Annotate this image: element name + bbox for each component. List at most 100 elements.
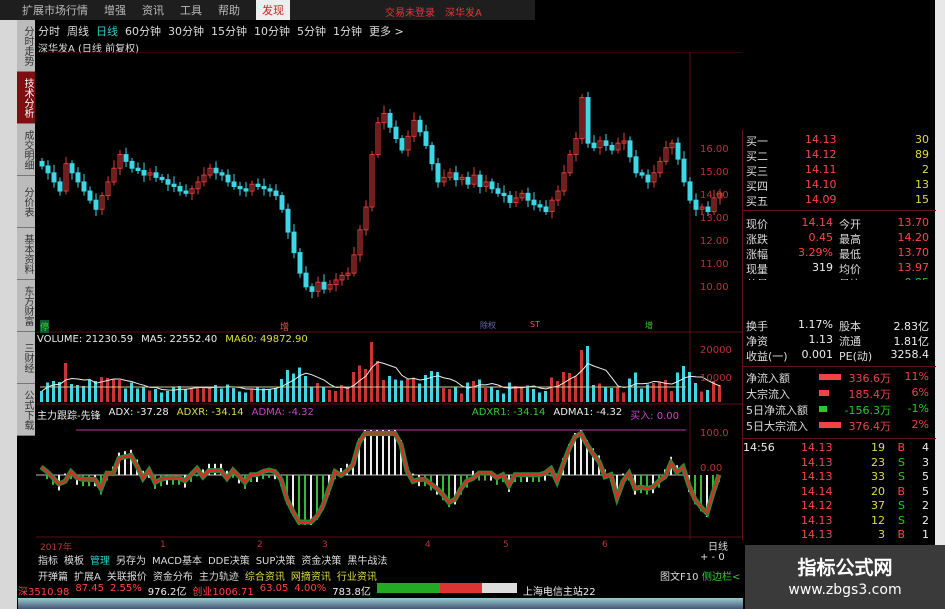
candle-body (381, 113, 387, 124)
bid-row: 买二 14.12 89 (743, 148, 933, 163)
volume-bar (442, 388, 445, 402)
period-60m[interactable]: 60分钟 (125, 25, 161, 38)
toolbar-item[interactable]: 主力轨迹 (198, 572, 239, 583)
bid-label: 买二 (746, 150, 768, 163)
bid-label: 买五 (746, 195, 768, 208)
candle-body (357, 229, 363, 256)
tab-price-table[interactable]: 分价表 (17, 176, 35, 228)
sidebar-toggle[interactable]: 侧边栏< (702, 572, 741, 583)
toolbar-item[interactable]: 资金分布 (152, 572, 193, 583)
flow-bar (819, 374, 841, 380)
candle-body (123, 154, 129, 162)
indicator-bar (580, 430, 582, 475)
indicator-bar (376, 430, 378, 475)
toolbar-item[interactable]: 管理 (90, 556, 110, 567)
menu-extended-market[interactable]: 扩展市场行情 (22, 4, 88, 17)
cy-index[interactable]: 创业1006.71 (192, 587, 254, 598)
menu-discover[interactable]: 发现 (256, 0, 290, 20)
tab-eastmoney[interactable]: 东方财富 (17, 280, 35, 332)
toolbar-item[interactable]: 关联报价 (106, 572, 147, 583)
period-more[interactable]: 更多 > (369, 25, 404, 38)
indicator-bar (400, 440, 402, 475)
menu-news[interactable]: 资讯 (142, 4, 164, 17)
tab-trades[interactable]: 成交明细 (17, 124, 35, 176)
toolbar-item[interactable]: SUP决策 (255, 556, 296, 567)
fund-label: 换手 (746, 320, 768, 333)
flow-row: 大宗流入 185.4万 6% (743, 386, 933, 401)
zoom-controls[interactable]: + - 0 (700, 552, 725, 563)
volume-bar (382, 380, 385, 402)
menu-help[interactable]: 帮助 (218, 4, 240, 17)
volume-bar (334, 391, 337, 402)
volume-bar (400, 380, 403, 402)
period-30m[interactable]: 30分钟 (168, 25, 204, 38)
volume-bar (466, 382, 469, 402)
flow-label: 5日大宗流入 (746, 420, 808, 433)
toolbar-item[interactable]: DDE决策 (207, 556, 250, 567)
tab-fundamentals[interactable]: 基本资料 (17, 228, 35, 280)
candle-body (393, 126, 399, 140)
toolbar-item[interactable]: 开弹篇 (38, 572, 68, 583)
period-15m[interactable]: 15分钟 (211, 25, 247, 38)
volume-bar (322, 386, 325, 402)
f10-button[interactable]: 图文F10 (660, 572, 699, 583)
chart-canvas[interactable] (36, 52, 742, 540)
tab-formula-download[interactable]: 公式下载 (17, 384, 35, 436)
toolbar-item[interactable]: 网摘资讯 (290, 572, 331, 583)
menu-tools[interactable]: 工具 (180, 4, 202, 17)
trade-side: B (897, 441, 905, 454)
bid-price: 14.09 (805, 193, 837, 206)
toolbar-item[interactable]: 另存为 (116, 556, 146, 567)
indicator-bar (490, 475, 492, 481)
period-5m[interactable]: 5分钟 (297, 25, 326, 38)
indicator-bar (310, 475, 312, 525)
period-week[interactable]: 周线 (67, 25, 89, 38)
flow-amount: -156.3万 (844, 404, 891, 417)
candle-body (561, 172, 567, 192)
tab-intraday[interactable]: 分时走势 (17, 20, 35, 72)
toolbar-item[interactable]: 扩展A (74, 572, 101, 583)
candle-body (51, 172, 57, 183)
candle-body (657, 160, 663, 174)
candle-body (237, 185, 243, 190)
toolbar-item[interactable]: 黑牛战法 (347, 556, 388, 567)
candlesticks (39, 91, 723, 299)
flow-amount: 336.6万 (848, 372, 892, 385)
candle-body (201, 174, 207, 183)
trade-row: 14.14 20 B 5 (743, 485, 933, 500)
volume-bar (652, 383, 655, 402)
toolbar-item[interactable]: 综合资讯 (244, 572, 285, 583)
toolbar-item[interactable]: 行业资讯 (336, 572, 377, 583)
volume-bar (52, 381, 55, 402)
indicator-name[interactable]: 主力跟踪-先锋 (37, 411, 101, 422)
period-day[interactable]: 日线 (96, 25, 118, 38)
toolbar-item[interactable]: MACD基本 (152, 556, 202, 567)
tab-technical[interactable]: 技术分析 (17, 72, 35, 124)
tab-finance[interactable]: 三财经 (17, 332, 35, 384)
period-10m[interactable]: 10分钟 (254, 25, 290, 38)
trade-count: 4 (922, 441, 929, 454)
candle-body (327, 284, 333, 290)
toolbar-item[interactable]: 资金决策 (301, 556, 342, 567)
volume-bar (178, 386, 181, 402)
volume-bar (94, 381, 97, 402)
date-label: 2017年 (40, 543, 72, 553)
indicator-bar (298, 475, 300, 525)
server-name[interactable]: 上海电信主站22 (522, 587, 596, 598)
volume-bar (532, 389, 535, 402)
period-1m[interactable]: 1分钟 (333, 25, 362, 38)
candle-body (159, 176, 165, 181)
login-status[interactable]: 交易未登录 (385, 8, 435, 19)
price-axis-label: 10.00 (700, 282, 729, 293)
date-label: 6 (602, 540, 608, 550)
toolbar-item[interactable]: 指标 (38, 556, 58, 567)
candle-body (429, 144, 435, 165)
volume-bar (550, 377, 553, 402)
menu-enhance[interactable]: 增强 (104, 4, 126, 17)
toolbar-item[interactable]: 模板 (64, 556, 84, 567)
candle-body (255, 183, 261, 187)
candle-body (567, 154, 573, 174)
volume-label: VOLUME: (37, 334, 86, 345)
sz-index[interactable]: 深3510.98 (18, 587, 70, 598)
period-intraday[interactable]: 分时 (38, 25, 60, 38)
